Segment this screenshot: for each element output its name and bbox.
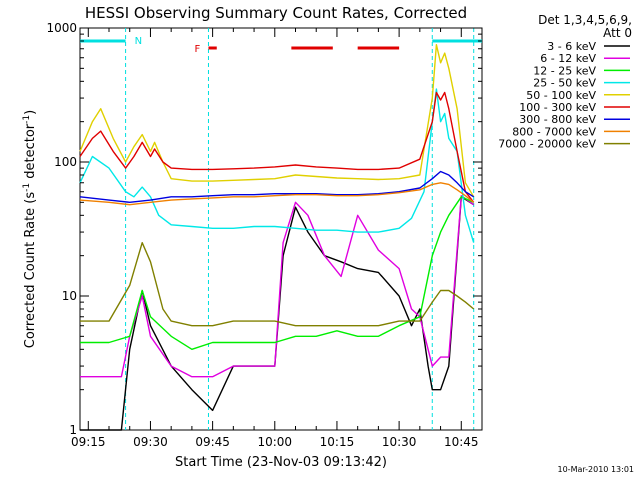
series-line-9: [80, 241, 475, 327]
f-flag-label: F: [194, 44, 200, 55]
plot-area: [79, 27, 483, 431]
x-tick-label-0: 09:15: [71, 435, 106, 449]
series-line-4: [79, 88, 475, 243]
series-line-6: [79, 91, 475, 203]
x-tick-label-5: 10:30: [382, 435, 417, 449]
legend: Det 1,3,4,5,6,9, Att 0: [538, 13, 632, 40]
x-tick-label-2: 09:45: [195, 435, 230, 449]
x-axis-label: Start Time (23-Nov-03 09:13:42): [175, 455, 387, 470]
series-line-5: [79, 44, 475, 198]
x-tick-label-6: 10:45: [444, 435, 479, 449]
n-flag-label: N: [135, 36, 142, 47]
y-axis-label-sup2: -1: [22, 115, 32, 124]
series-line-7: [79, 170, 475, 204]
legend-label-9: 7000 - 20000 keV: [498, 138, 596, 151]
legend-title-line-1: Det 1,3,4,5,6,9,: [538, 13, 632, 27]
x-tick-label-1: 09:30: [133, 435, 168, 449]
legend-label-1: 3 - 6 keV: [547, 40, 596, 53]
y-tick-label-3: 1000: [46, 21, 77, 35]
legend-title-line-2: Att 0: [603, 26, 632, 40]
series-line-1: [80, 196, 475, 431]
y-axis-label-sup1: -1: [22, 183, 32, 192]
legend-label-4: 25 - 50 keV: [533, 77, 596, 90]
footer-date: 10-Mar-2010 13:01: [558, 465, 635, 474]
plot-frame: [79, 27, 483, 431]
legend-label-6: 100 - 300 keV: [519, 101, 596, 114]
x-tick-label-4: 10:15: [320, 435, 355, 449]
chart-title: HESSI Observing Summary Count Rates, Cor…: [85, 4, 467, 22]
series-line-8: [79, 182, 475, 206]
series-line-3: [80, 196, 474, 350]
legend-label-2: 6 - 12 keV: [540, 52, 596, 65]
y-axis-label-mid: detector: [23, 123, 38, 183]
y-axis-label: Corrected Count Rate (s-1 detector-1): [22, 110, 38, 348]
x-tick-label-3: 10:00: [257, 435, 292, 449]
legend-label-7: 300 - 800 keV: [519, 113, 596, 126]
y-axis-label-text: Corrected Count Rate (s: [23, 192, 38, 349]
series-line-2: [80, 194, 475, 378]
legend-label-8: 800 - 7000 keV: [512, 125, 596, 138]
y-axis-label-end: ): [23, 110, 38, 115]
y-tick-label-2: 100: [54, 155, 77, 169]
legend-label-5: 50 - 100 keV: [526, 89, 596, 102]
y-tick-label-1: 10: [62, 289, 77, 303]
legend-label-3: 12 - 25 keV: [533, 64, 596, 77]
y-tick-label-0: 1: [69, 423, 77, 437]
